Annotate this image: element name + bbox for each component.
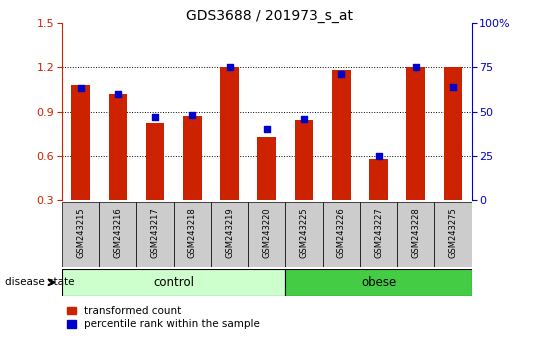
Bar: [108, 94, 127, 200]
Bar: [99, 202, 136, 267]
Text: GSM243218: GSM243218: [188, 207, 197, 258]
Point: [448, 84, 457, 90]
Point: [114, 91, 122, 97]
Text: GSM243227: GSM243227: [374, 207, 383, 258]
Bar: [146, 123, 164, 200]
Bar: [397, 202, 434, 267]
Bar: [286, 269, 472, 296]
Text: GSM243220: GSM243220: [262, 207, 271, 258]
Bar: [323, 202, 360, 267]
Text: GSM243225: GSM243225: [300, 207, 308, 258]
Point: [300, 116, 308, 121]
Text: GSM243216: GSM243216: [113, 207, 122, 258]
Text: GSM243228: GSM243228: [411, 207, 420, 258]
Text: control: control: [153, 276, 194, 289]
Bar: [369, 159, 388, 200]
Bar: [258, 137, 276, 200]
Bar: [62, 202, 99, 267]
Bar: [62, 269, 286, 296]
Text: GSM243275: GSM243275: [448, 207, 458, 258]
Bar: [183, 116, 202, 200]
Bar: [286, 202, 323, 267]
Point: [225, 64, 234, 70]
Bar: [360, 202, 397, 267]
Bar: [248, 202, 286, 267]
Point: [188, 112, 197, 118]
Point: [262, 126, 271, 132]
Point: [151, 114, 160, 120]
Bar: [211, 202, 248, 267]
Bar: [174, 202, 211, 267]
Text: obese: obese: [361, 276, 396, 289]
Bar: [295, 120, 313, 200]
Text: disease state: disease state: [5, 277, 75, 287]
Text: GDS3688 / 201973_s_at: GDS3688 / 201973_s_at: [186, 9, 353, 23]
Text: GSM243215: GSM243215: [76, 207, 85, 258]
Text: GSM243226: GSM243226: [337, 207, 346, 258]
Bar: [406, 67, 425, 200]
Bar: [434, 202, 472, 267]
Legend: transformed count, percentile rank within the sample: transformed count, percentile rank withi…: [67, 306, 260, 329]
Bar: [220, 67, 239, 200]
Point: [411, 64, 420, 70]
Bar: [332, 70, 350, 200]
Bar: [444, 67, 462, 200]
Point: [337, 72, 345, 77]
Text: GSM243219: GSM243219: [225, 207, 234, 258]
Point: [77, 86, 85, 91]
Bar: [71, 85, 90, 200]
Text: GSM243217: GSM243217: [150, 207, 160, 258]
Bar: [136, 202, 174, 267]
Point: [374, 153, 383, 159]
